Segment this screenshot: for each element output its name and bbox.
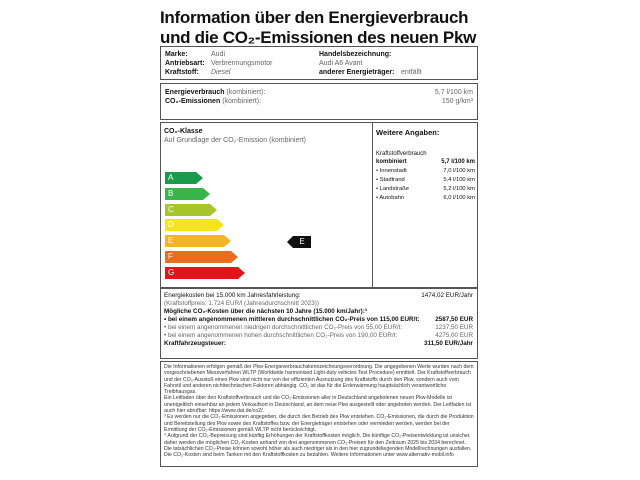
co2-class-box: CO₂-Klasse Auf Grundlage der CO₂-Emissio… — [160, 122, 372, 288]
kraftstoff-label: Kraftstoff: — [165, 69, 199, 76]
co2-kosten-title: Mögliche CO₂-Kosten über die nächsten 10… — [164, 308, 367, 315]
antrieb-label: Antriebsart: — [165, 60, 205, 67]
weitere-item-value: 5,2 l/100 km — [443, 186, 475, 192]
footnote-4: ⁴ Aufgrund der CO₂-Bepreisung sind künft… — [164, 433, 472, 459]
steuer-value: 311,50 EUR/Jahr — [423, 340, 473, 347]
handel-label: Handelsbezeichnung: — [319, 51, 392, 58]
current-class-label: E — [299, 237, 305, 246]
co2-class-bar-c: C — [165, 203, 217, 216]
costs-box: Energiekosten bei 15.000 km Jahresfahrle… — [160, 288, 478, 359]
weitere-box: Weitere Angaben: Kraftstoffverbrauch kom… — [372, 122, 478, 288]
co2-label: CO₂-Emissionen — [165, 98, 221, 105]
co2-class-bar-f: F — [165, 251, 238, 263]
co2-class-bar-g: G — [165, 266, 245, 279]
co2-sub: (kombiniert): — [222, 98, 262, 105]
title-line-1: Information über den Energieverbrauch — [160, 8, 469, 27]
energie-label: Energieverbrauch — [165, 89, 225, 96]
footnote-3: ³ Es werden nur die CO₂-Emissionen angeg… — [164, 414, 474, 433]
page-title: Information über den Energieverbrauch un… — [160, 8, 476, 48]
niedrig-label: • bei einem angenommenen niedrigen durch… — [164, 324, 403, 331]
co2-class-bar-b: B — [165, 187, 210, 200]
consumption-box: Energieverbrauch (kombiniert): 5,7 l/100… — [160, 83, 478, 120]
co2-class-bar-e: E — [165, 235, 231, 248]
antrieb-value: Verbrennungsmotor — [211, 60, 273, 67]
footnotes-box: Die Informationen erfolgen gemäß der Pkw… — [160, 361, 478, 467]
co2-class-title: CO₂-Klasse — [164, 128, 203, 135]
title-line-2: und die CO₂-Emissionen des neuen Pkw — [160, 28, 477, 47]
mittel-value: 2587,50 EUR — [435, 316, 473, 323]
kombiniert-label: kombiniert — [376, 159, 407, 165]
weitere-item-label: • Innenstadt — [376, 168, 407, 174]
steuer-label: Kraftfahrzeugsteuer: — [164, 340, 226, 347]
energie-value: 5,7 l/100 km — [434, 89, 473, 96]
co2-class-subtitle: Auf Grundlage der CO₂-Emission (kombinie… — [164, 137, 306, 144]
weitere-item-label: • Landstraße — [376, 186, 409, 192]
kraftstoff-value: Diesel — [211, 69, 231, 76]
kombiniert-value: 5,7 l/100 km — [441, 159, 475, 165]
hoch-label: • bei einem angenommenen hohen durchschn… — [164, 332, 398, 339]
weitere-item-value: 6,0 l/100 km — [443, 195, 475, 201]
anderer-label: anderer Energieträger: — [319, 69, 395, 76]
footnote-1: Die Informationen erfolgen gemäß der Pkw… — [164, 364, 474, 396]
weitere-item-value: 7,0 l/100 km — [443, 168, 475, 174]
marke-value: Audi — [211, 51, 226, 58]
co2-value: 150 g/km³ — [441, 98, 473, 105]
energiekosten-value: 1474,02 EUR/Jahr — [421, 292, 473, 299]
current-class-marker: E — [287, 236, 311, 248]
co2-class-bar-d: D — [165, 219, 224, 232]
vehicle-box: Marke: Audi Antriebsart: Verbrennungsmot… — [160, 46, 478, 80]
kraftstoffpreis: (Kraftstoffpreis: 1,724 EUR/l (Jahresdur… — [164, 300, 319, 307]
footnote-2: Ein Leitfaden über den Kraftstoffverbrau… — [164, 395, 472, 415]
weitere-item-value: 5,4 l/100 km — [443, 177, 475, 183]
mittel-label: • bei einem angenommenen mittleren durch… — [164, 316, 420, 323]
anderer-value: entfällt — [401, 69, 422, 76]
handel-value: Audi A6 Avant — [319, 60, 363, 67]
hoch-value: 4275,00 EUR — [435, 332, 473, 339]
niedrig-value: 1237,50 EUR — [435, 324, 473, 331]
co2-class-bar-a: A — [165, 172, 203, 184]
energie-sub: (kombiniert): — [226, 89, 266, 96]
weitere-title: Weitere Angaben: — [376, 128, 440, 137]
weitere-item-label: • Stadtrand — [376, 177, 405, 183]
energiekosten-label: Energiekosten bei 15.000 km Jahresfahrle… — [164, 292, 301, 299]
weitere-item-label: • Autobahn — [376, 195, 405, 201]
kraft-label: Kraftstoffverbrauch — [376, 151, 427, 157]
marke-label: Marke: — [165, 51, 188, 58]
